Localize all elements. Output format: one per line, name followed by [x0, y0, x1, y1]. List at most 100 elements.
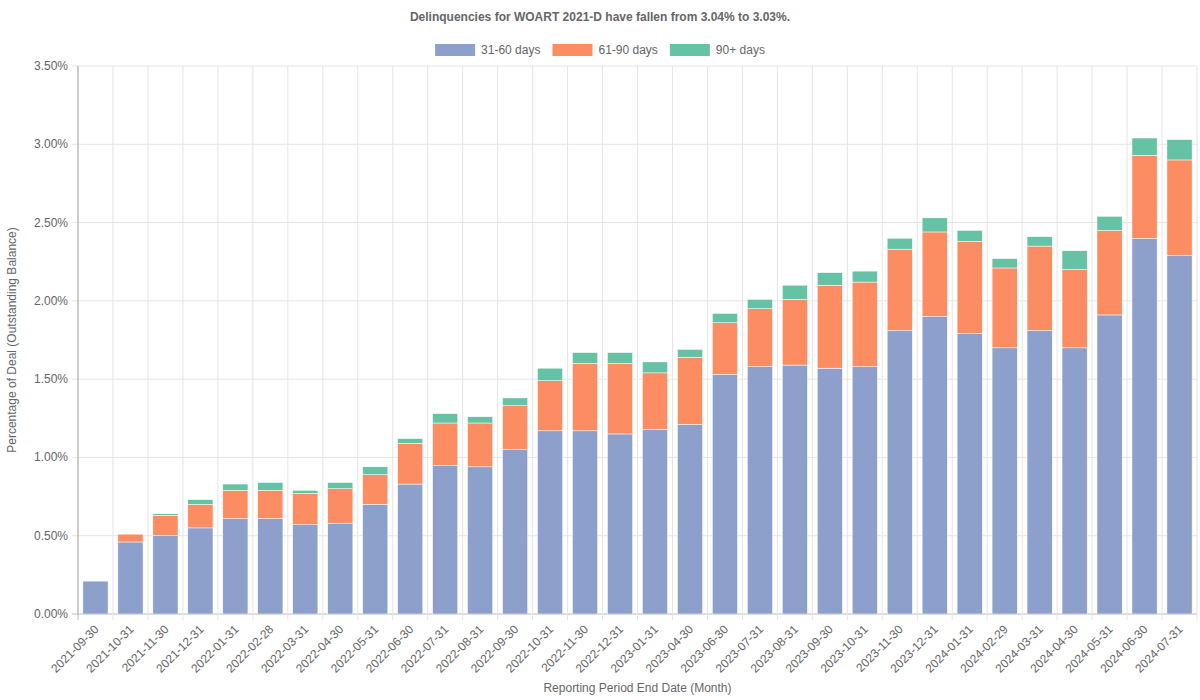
- bar-segment: [747, 299, 772, 308]
- bar-segment: [293, 525, 318, 614]
- x-grid-line: [78, 66, 79, 620]
- bar-segment: [887, 249, 912, 330]
- bar-segment: [922, 218, 947, 232]
- bar-segment: [328, 489, 353, 523]
- x-grid-line: [742, 66, 743, 620]
- bar-segment: [537, 431, 562, 614]
- bar-segment: [852, 367, 877, 614]
- x-grid-line: [1022, 66, 1023, 620]
- grid: [72, 66, 1197, 620]
- bar-segment: [1027, 331, 1052, 614]
- x-grid-line: [357, 66, 358, 620]
- bar-segment: [817, 285, 842, 368]
- bar-segment: [677, 425, 702, 614]
- bar-segment: [992, 259, 1017, 268]
- bar-segment: [782, 365, 807, 614]
- bar-segment: [1097, 216, 1122, 230]
- y-tick-label: 2.00%: [34, 294, 68, 308]
- bar-segment: [1167, 140, 1192, 160]
- bar-segment: [922, 232, 947, 317]
- bar-segment: [817, 273, 842, 286]
- bar-segment: [887, 331, 912, 614]
- bar-segment: [118, 542, 143, 614]
- x-grid-line: [427, 66, 428, 620]
- bar-segment: [118, 534, 143, 542]
- bar-segment: [293, 490, 318, 493]
- x-grid-line: [847, 66, 848, 620]
- bar-segment: [992, 268, 1017, 348]
- legend-label: 90+ days: [716, 43, 765, 57]
- legend-swatch: [435, 44, 475, 56]
- bar-segment: [607, 353, 632, 364]
- x-grid-line: [1092, 66, 1093, 620]
- bar-segment: [83, 581, 108, 582]
- legend-label: 61-90 days: [598, 43, 657, 57]
- x-grid-line: [812, 66, 813, 620]
- bar-segment: [642, 362, 667, 373]
- bar-segment: [572, 363, 597, 430]
- bar-segment: [83, 581, 108, 582]
- bar-segment: [922, 317, 947, 614]
- bar-segment: [852, 282, 877, 367]
- x-grid-line: [707, 66, 708, 620]
- bar-segment: [1097, 315, 1122, 614]
- x-grid-line: [917, 66, 918, 620]
- x-grid-line: [602, 66, 603, 620]
- bar-segment: [188, 528, 213, 614]
- bar-segment: [677, 349, 702, 357]
- bar-segment: [712, 313, 737, 322]
- bar-segment: [363, 475, 388, 505]
- legend-swatch: [552, 44, 592, 56]
- bar-segment: [957, 334, 982, 614]
- bar-segment: [258, 482, 283, 490]
- bar-segment: [223, 490, 248, 518]
- bar-segment: [328, 482, 353, 488]
- y-tick-label: 3.00%: [34, 137, 68, 151]
- bar-segment: [223, 518, 248, 614]
- bar-segment: [468, 423, 493, 467]
- bars: [83, 138, 1192, 614]
- bar-segment: [607, 434, 632, 614]
- bar-segment: [607, 363, 632, 433]
- bar-segment: [747, 309, 772, 367]
- x-grid-line: [287, 66, 288, 620]
- bar-segment: [537, 368, 562, 381]
- bar-segment: [1132, 155, 1157, 238]
- bar-segment: [468, 467, 493, 614]
- bar-segment: [1167, 160, 1192, 256]
- bar-segment: [293, 493, 318, 524]
- bar-segment: [503, 450, 528, 614]
- bar-segment: [572, 431, 597, 614]
- bar-segment: [1132, 238, 1157, 614]
- bar-segment: [1167, 255, 1192, 614]
- bar-segment: [572, 353, 597, 364]
- y-grid-line: [72, 144, 1197, 145]
- chart-title: Delinquencies for WOART 2021-D have fall…: [410, 10, 790, 24]
- x-grid-line: [777, 66, 778, 620]
- x-axis-title: Reporting Period End Date (Month): [543, 681, 731, 695]
- bar-segment: [258, 518, 283, 614]
- x-tick-label: 2024-07-31: [1132, 622, 1186, 676]
- bar-segment: [398, 439, 423, 444]
- x-grid-line: [1197, 66, 1198, 620]
- x-grid-line: [392, 66, 393, 620]
- y-grid-line: [72, 66, 1197, 67]
- x-grid-line: [952, 66, 953, 620]
- bar-segment: [1097, 230, 1122, 315]
- y-axis-title: Percentage of Deal (Outstanding Balance): [5, 227, 19, 452]
- y-tick-label: 2.50%: [34, 216, 68, 230]
- bar-segment: [503, 406, 528, 450]
- y-tick-label: 0.50%: [34, 529, 68, 543]
- bar-segment: [153, 514, 178, 516]
- bar-segment: [398, 484, 423, 614]
- bar-segment: [433, 423, 458, 465]
- bar-segment: [398, 443, 423, 484]
- y-grid-line: [72, 222, 1197, 223]
- bar-segment: [433, 414, 458, 423]
- bar-segment: [1062, 270, 1087, 348]
- x-grid-line: [182, 66, 183, 620]
- y-axis-line: [78, 66, 79, 614]
- bar-segment: [852, 271, 877, 282]
- y-tick-label: 1.50%: [34, 372, 68, 386]
- bar-segment: [782, 285, 807, 299]
